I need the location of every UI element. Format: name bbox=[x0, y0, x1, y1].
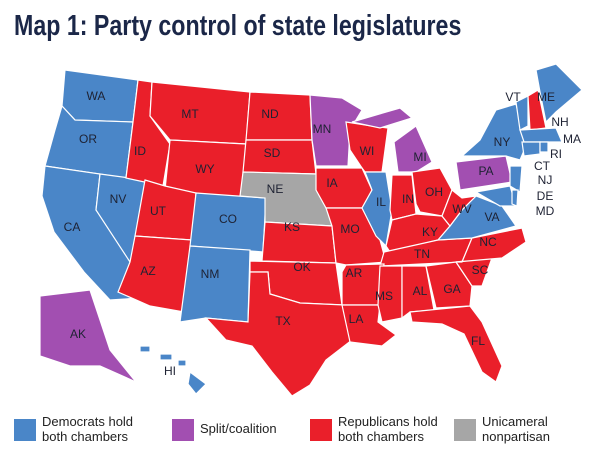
state-label: SC bbox=[472, 263, 489, 277]
state-label: WY bbox=[195, 162, 214, 176]
state-label: HI bbox=[164, 364, 176, 378]
state-label: FL bbox=[471, 334, 485, 348]
state-shape bbox=[425, 261, 473, 309]
state-label: MA bbox=[563, 132, 581, 146]
state-label: MO bbox=[340, 222, 359, 236]
state-label: VA bbox=[484, 210, 499, 224]
state-label: OR bbox=[79, 132, 97, 146]
state-label: AK bbox=[70, 327, 86, 341]
state-label: NC bbox=[479, 235, 497, 249]
state-label: ND bbox=[261, 107, 279, 121]
state-label: IL bbox=[376, 195, 386, 209]
state-label: UT bbox=[150, 204, 167, 218]
state-shape bbox=[521, 141, 541, 157]
state-label: MS bbox=[375, 289, 393, 303]
state-shape bbox=[139, 345, 151, 353]
state-label: MT bbox=[181, 107, 199, 121]
state-shape bbox=[361, 171, 393, 248]
state-label: WI bbox=[360, 144, 375, 158]
state-shape bbox=[309, 94, 363, 167]
state-label: GA bbox=[443, 282, 460, 296]
state-label: KS bbox=[284, 220, 300, 234]
state-label: CT bbox=[534, 159, 551, 173]
state-label: NE bbox=[267, 182, 284, 196]
state-label: RI bbox=[550, 147, 562, 161]
state-shape bbox=[539, 141, 549, 153]
state-shape bbox=[377, 265, 403, 323]
state-shape bbox=[245, 91, 313, 141]
legend-swatch bbox=[310, 419, 332, 441]
legend-label: Democrats hold both chambers bbox=[42, 414, 134, 444]
state-label: AR bbox=[346, 266, 363, 280]
legend-label: Republicans hold both chambers bbox=[338, 414, 438, 444]
state-label: NY bbox=[494, 135, 511, 149]
state-label: NV bbox=[110, 192, 127, 206]
state-label: NM bbox=[201, 267, 220, 281]
state-label: MD bbox=[536, 204, 555, 218]
state-label: PA bbox=[478, 164, 493, 178]
state-label: ID bbox=[134, 144, 146, 158]
state-shape bbox=[39, 289, 137, 383]
state-shape bbox=[204, 271, 353, 397]
title: Map 1: Party control of state legislatur… bbox=[14, 10, 462, 42]
state-label: MI bbox=[413, 150, 426, 164]
legend-label: Unicameral nonpartisan bbox=[482, 414, 550, 444]
state-label: OH bbox=[425, 185, 443, 199]
state-shape bbox=[511, 189, 519, 207]
state-shape bbox=[409, 305, 503, 383]
state-shape bbox=[177, 359, 187, 367]
state-shape bbox=[179, 245, 251, 323]
state-label: VT bbox=[505, 90, 521, 104]
state-shape bbox=[351, 107, 414, 129]
state-label: WA bbox=[87, 89, 106, 103]
legend-swatch bbox=[172, 419, 194, 441]
state-label: LA bbox=[349, 312, 364, 326]
state-label: IA bbox=[326, 176, 337, 190]
state-shape bbox=[460, 103, 527, 161]
state-shape bbox=[315, 167, 373, 209]
state-shape bbox=[519, 127, 563, 143]
state-label: NH bbox=[551, 115, 568, 129]
state-shape bbox=[149, 81, 251, 145]
state-shape bbox=[515, 95, 529, 131]
state-label: KY bbox=[422, 225, 438, 239]
state-label: AZ bbox=[140, 264, 155, 278]
state-label: AL bbox=[413, 284, 428, 298]
state-label: TN bbox=[414, 247, 430, 261]
state-shape bbox=[187, 370, 207, 395]
state-label: NJ bbox=[538, 173, 553, 187]
legend-swatch bbox=[454, 419, 476, 441]
state-label: MN bbox=[313, 122, 332, 136]
state-shape bbox=[509, 165, 523, 194]
state-label: CA bbox=[64, 220, 81, 234]
state-shape bbox=[535, 63, 583, 124]
state-label: CO bbox=[219, 212, 237, 226]
state-shape bbox=[393, 125, 433, 173]
legend-swatch bbox=[14, 419, 36, 441]
state-shape bbox=[159, 353, 173, 361]
state-label: ME bbox=[537, 90, 555, 104]
state-label: DE bbox=[537, 189, 554, 203]
state-label: SD bbox=[264, 146, 281, 160]
state-shape bbox=[441, 189, 478, 227]
state-label: WV bbox=[452, 202, 471, 216]
state-label: OK bbox=[293, 260, 310, 274]
state-label: IN bbox=[402, 192, 414, 206]
legend-label: Split/coalition bbox=[200, 421, 277, 436]
state-label: TX bbox=[275, 314, 290, 328]
